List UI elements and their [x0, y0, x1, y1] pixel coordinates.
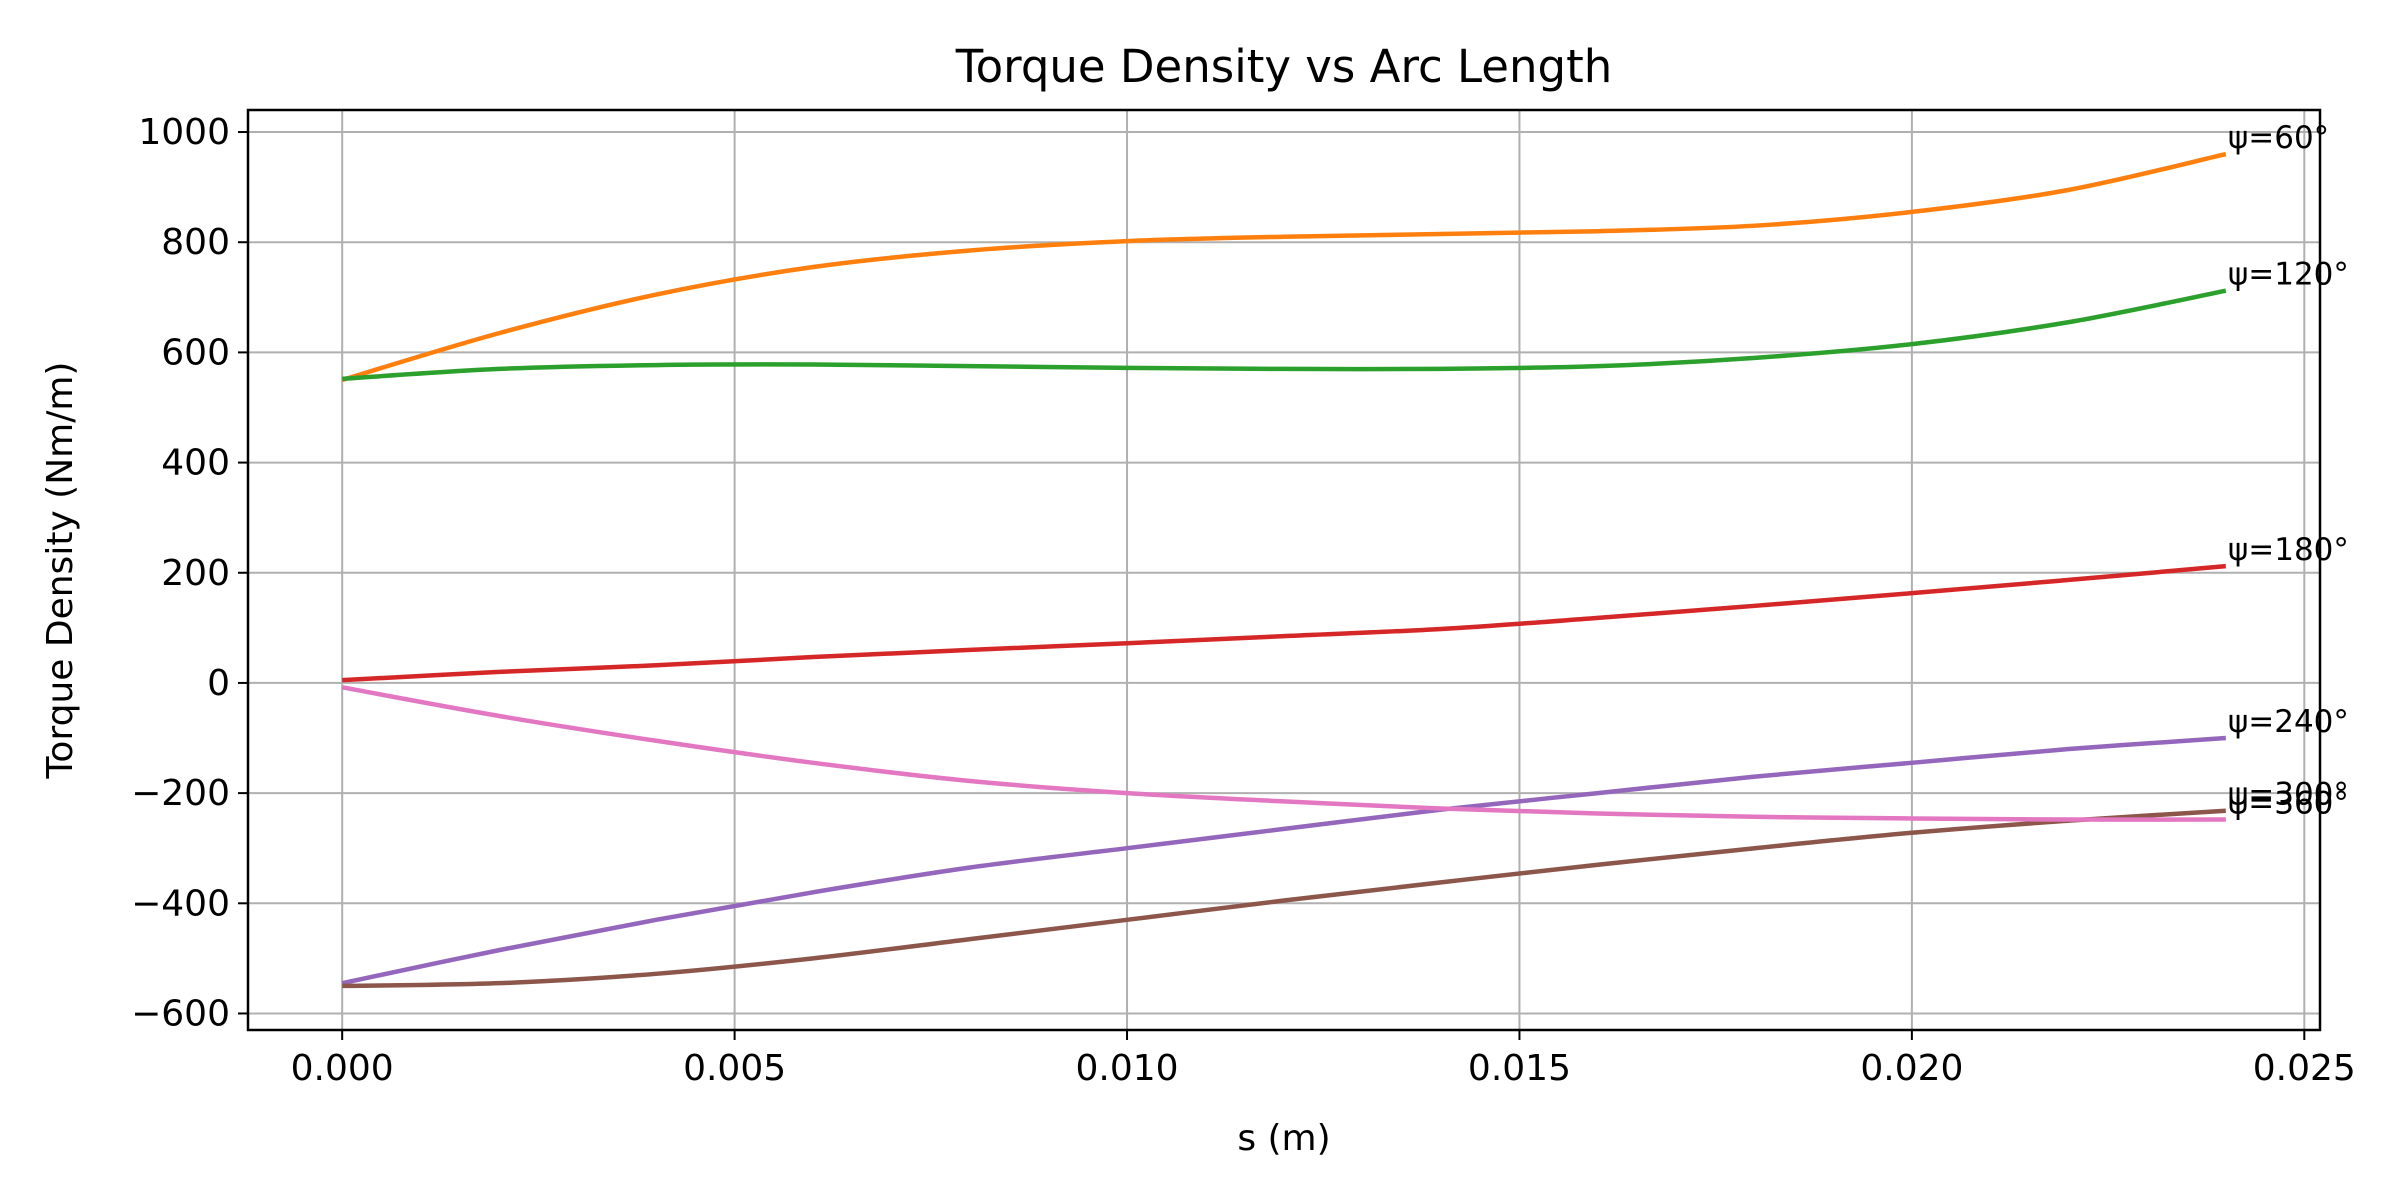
series-line-3: [342, 563, 2227, 683]
series-end-label: ψ=240°: [2228, 704, 2349, 740]
plot-frame: [246, 108, 2322, 1032]
y-axis-label: Torque Density (Nm/m): [40, 362, 81, 780]
series-lines: [341, 151, 2227, 989]
series-line-6: [341, 685, 2226, 822]
y-tick-label: 200: [161, 553, 230, 594]
x-tick-label: 0.000: [291, 1048, 394, 1089]
x-tick-label: 0.005: [683, 1048, 786, 1089]
y-tick-label: −400: [131, 883, 230, 924]
y-tick-label: 400: [161, 443, 230, 484]
series-end-label: ψ=300°: [2228, 777, 2349, 813]
y-tick-label: 0: [207, 663, 230, 704]
y-tick-label: 600: [161, 332, 230, 373]
series-line-5: [342, 808, 2226, 989]
series-end-label: ψ=180°: [2228, 532, 2349, 568]
x-axis-label: s (m): [1237, 1118, 1330, 1159]
y-tick-label: 1000: [138, 112, 230, 153]
x-tick-label: 0.010: [1075, 1048, 1178, 1089]
series-line-2: [342, 288, 2227, 382]
axis-ticks: 0.000 0.005 0.010 0.015 0.020 0.025 −600 −400 −2…: [131, 112, 2356, 1089]
series-end-label: ψ=360°: [2228, 786, 2349, 822]
series-line-1: [341, 151, 2227, 383]
series-end-label: ψ=120°: [2228, 257, 2349, 293]
series-line-4: [341, 735, 2226, 986]
y-tick-label: −200: [131, 773, 230, 814]
series-end-label: ψ=60°: [2228, 120, 2329, 156]
grid: [248, 110, 2320, 1030]
y-tick-label: −600: [131, 993, 230, 1034]
chart-title: Torque Density vs Arc Length: [955, 40, 1612, 93]
y-tick-label: 800: [161, 222, 230, 263]
x-tick-label: 0.025: [2253, 1048, 2356, 1089]
series-labels: ψ=60° ψ=120° ψ=180° ψ=240° ψ=300°ψ=360°: [2228, 120, 2349, 821]
x-tick-label: 0.015: [1468, 1048, 1571, 1089]
x-tick-label: 0.020: [1860, 1048, 1963, 1089]
